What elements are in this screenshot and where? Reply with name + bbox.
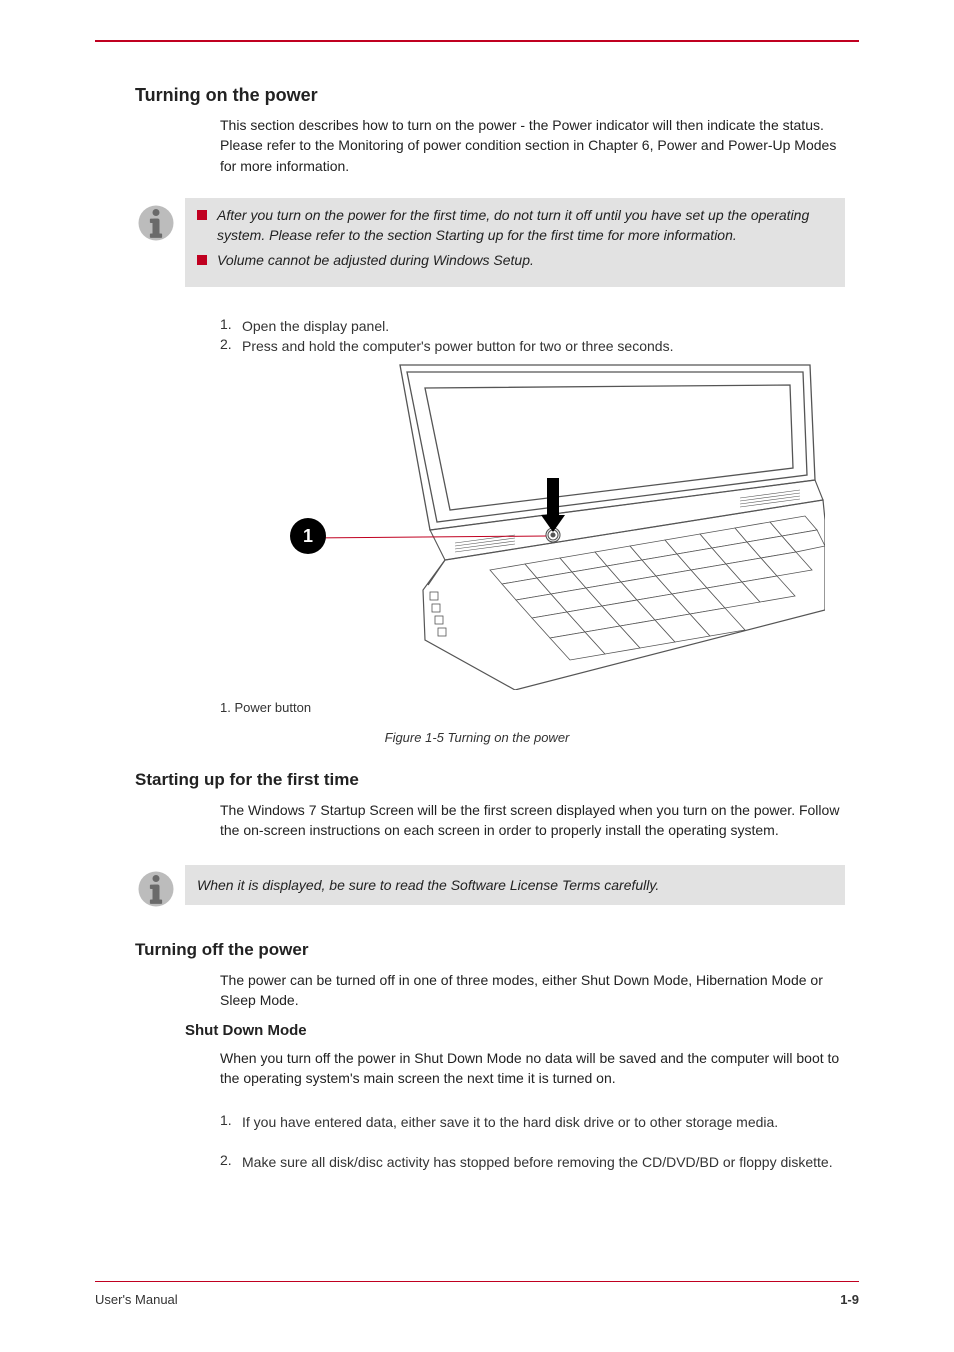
step-item: 2. Make sure all disk/disc activity has … <box>220 1152 840 1172</box>
figure-legend: 1. Power button <box>220 700 311 715</box>
note-box: After you turn on the power for the firs… <box>185 198 845 287</box>
step-text: Make sure all disk/disc activity has sto… <box>242 1152 833 1172</box>
subsection-title: Turning off the power <box>135 940 308 960</box>
footer-left: User's Manual <box>95 1292 178 1307</box>
note-text: Volume cannot be adjusted during Windows… <box>217 251 534 271</box>
figure-callout-circle: 1 <box>290 518 326 554</box>
paragraph: When you turn off the power in Shut Down… <box>220 1048 840 1089</box>
figure-caption: Figure 1-5 Turning on the power <box>0 730 954 745</box>
paragraph: The power can be turned off in one of th… <box>220 970 840 1011</box>
step-item: 2. Press and hold the computer's power b… <box>220 336 840 356</box>
step-text: Press and hold the computer's power butt… <box>242 336 673 356</box>
step-number: 2. <box>220 1152 242 1172</box>
figure-laptop <box>285 360 825 690</box>
step-number: 1. <box>220 316 242 336</box>
bullet-icon <box>197 210 207 220</box>
step-text: Open the display panel. <box>242 316 389 336</box>
step-number: 2. <box>220 336 242 356</box>
step-number: 1. <box>220 1112 242 1132</box>
note-bullet-item: Volume cannot be adjusted during Windows… <box>197 251 833 271</box>
footer-page-number: 1-9 <box>840 1292 859 1307</box>
note-box: When it is displayed, be sure to read th… <box>185 865 845 905</box>
subsection-title: Starting up for the first time <box>135 770 359 790</box>
info-icon <box>135 202 177 244</box>
info-icon <box>135 868 177 910</box>
step-item: 1. Open the display panel. <box>220 316 840 336</box>
step-item: 1. If you have entered data, either save… <box>220 1112 840 1132</box>
step-text: If you have entered data, either save it… <box>242 1112 778 1132</box>
note-bullet-item: After you turn on the power for the firs… <box>197 206 833 245</box>
note-text: After you turn on the power for the firs… <box>217 206 833 245</box>
sub-sub-title: Shut Down Mode <box>185 1020 307 1042</box>
bullet-icon <box>197 255 207 265</box>
footer-rule <box>95 1281 859 1282</box>
section-title: Turning on the power <box>135 85 318 106</box>
header-rule <box>95 40 859 42</box>
paragraph: The Windows 7 Startup Screen will be the… <box>220 800 840 841</box>
intro-paragraph: This section describes how to turn on th… <box>220 115 840 176</box>
